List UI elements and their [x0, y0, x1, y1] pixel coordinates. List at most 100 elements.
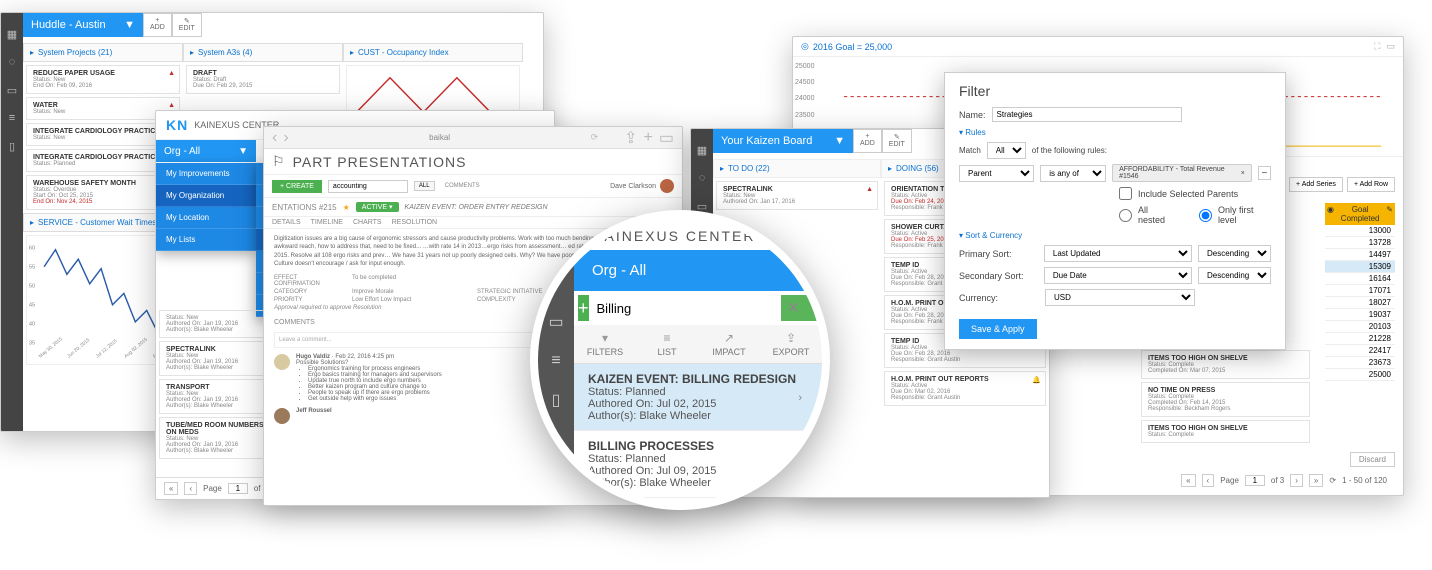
share-icon[interactable]: ⇪ — [624, 128, 637, 148]
data-cell[interactable]: 15309 — [1325, 261, 1395, 273]
nav-grid-icon[interactable]: ▦ — [695, 143, 709, 157]
nav-back-icon[interactable]: ‹ — [272, 129, 277, 147]
add-row-button[interactable]: + Add Row — [1347, 177, 1395, 192]
org-dropdown[interactable]: Org - All▼ — [156, 140, 256, 162]
nav-doc-icon[interactable]: ▯ — [5, 139, 19, 153]
add-button[interactable]: + — [578, 295, 589, 321]
nav-list-icon[interactable]: ≡ — [551, 352, 560, 370]
save-apply-button[interactable]: Save & Apply — [959, 319, 1037, 339]
reload-icon[interactable]: ⟳ — [591, 132, 599, 143]
add-button[interactable]: +ADD — [143, 13, 172, 37]
pager-last[interactable]: » — [1309, 474, 1323, 487]
refresh-icon[interactable]: ⟳ — [1329, 476, 1336, 485]
data-cell[interactable]: 22417 — [1325, 345, 1395, 357]
menu-item[interactable]: My Location — [156, 207, 256, 229]
pager-prev[interactable]: ‹ — [1202, 474, 1215, 487]
add-series-button[interactable]: + Add Series — [1289, 177, 1343, 192]
pager-first[interactable]: « — [1181, 474, 1195, 487]
nav-bulb-icon[interactable]: ◌ — [551, 274, 561, 292]
tab-list[interactable]: ≡LIST — [636, 325, 698, 363]
expand-icon[interactable]: ⛶ — [1374, 41, 1380, 52]
goal-item[interactable]: ITEMS TOO HIGH ON SHELVEStatus: Complete — [1141, 420, 1310, 443]
list-item[interactable]: BILLING PROCESSES Status: Planned Author… — [574, 431, 822, 498]
tab-filters[interactable]: ▾FILTERS — [574, 325, 636, 363]
primary-dir-select[interactable]: Descending — [1198, 245, 1271, 262]
nav-grid-icon[interactable]: ▦ — [5, 27, 19, 41]
project-card[interactable]: DRAFTStatus: DraftDue On: Feb 29, 2015 — [186, 65, 340, 94]
create-button[interactable]: + CREATE — [272, 180, 322, 193]
radio-all-nested[interactable] — [1119, 209, 1132, 222]
star-icon[interactable]: ★ — [343, 203, 350, 212]
data-cell[interactable]: 14497 — [1325, 249, 1395, 261]
add-tab-icon[interactable]: + — [644, 129, 653, 147]
status-pill[interactable]: ACTIVE ▾ — [356, 202, 399, 212]
remove-rule-button[interactable]: − — [1258, 166, 1271, 180]
rule-subject-select[interactable]: Parent — [959, 165, 1034, 182]
nav-folder-icon[interactable]: ▭ — [5, 83, 19, 97]
goal-item[interactable]: ITEMS TOO HIGH ON SHELVEStatus: Complete… — [1141, 350, 1310, 379]
nav-doc-icon[interactable]: ▯ — [552, 390, 561, 410]
kanban-card[interactable]: ▲SPECTRALINKStatus: NewAuthored On: Jan … — [716, 181, 878, 210]
data-cell[interactable]: 17071 — [1325, 285, 1395, 297]
data-cell[interactable]: 20103 — [1325, 321, 1395, 333]
section-header[interactable]: ▸ CUST - Occupancy Index — [343, 43, 523, 62]
secondary-dir-select[interactable]: Descending — [1198, 267, 1271, 284]
nav-list-icon[interactable]: ≡ — [5, 111, 19, 125]
board-title-dropdown[interactable]: Your Kaizen Board▼ — [713, 129, 853, 153]
subtab[interactable]: TIMELINE — [311, 219, 343, 226]
tab[interactable]: ALL — [414, 181, 435, 191]
data-cell[interactable]: 16164 — [1325, 273, 1395, 285]
secondary-sort-select[interactable]: Due Date — [1044, 267, 1192, 284]
clear-icon[interactable]: ✕ — [781, 298, 806, 318]
menu-item[interactable]: My Lists — [156, 229, 256, 251]
primary-sort-select[interactable]: Last Updated — [1044, 245, 1192, 262]
subtab[interactable]: DETAILS — [272, 219, 301, 226]
close-icon[interactable]: ▭ — [1386, 41, 1395, 52]
pager-input[interactable] — [1245, 475, 1265, 486]
search-input[interactable] — [328, 180, 408, 193]
rule-op-select[interactable]: is any of — [1040, 165, 1106, 182]
edit-icon[interactable]: ✎ — [1386, 205, 1393, 223]
include-parents-checkbox[interactable] — [1119, 187, 1132, 200]
project-card[interactable]: ▲REDUCE PAPER USAGEStatus: NewEnd On: Fe… — [26, 65, 180, 94]
data-cell[interactable]: 23673 — [1325, 357, 1395, 369]
discard-button[interactable]: Discard — [1350, 452, 1395, 467]
match-select[interactable]: All — [987, 142, 1026, 159]
tab[interactable]: COMMENTS — [441, 182, 484, 190]
subtab[interactable]: CHARTS — [353, 219, 382, 226]
edit-button[interactable]: ✎EDIT — [172, 13, 202, 37]
add-button[interactable]: +ADD — [853, 129, 882, 153]
tab-impact[interactable]: ↗IMPACT — [698, 325, 760, 363]
section-header[interactable]: ▸ System A3s (4) — [183, 43, 343, 62]
menu-item[interactable]: My Improvements — [156, 163, 256, 185]
data-cell[interactable]: 18027 — [1325, 297, 1395, 309]
goal-item[interactable]: NO TIME ON PRESSStatus: CompleteComplete… — [1141, 382, 1310, 417]
kanban-card[interactable]: 🔔H.O.M. PRINT OUT REPORTSStatus: ActiveD… — [884, 371, 1046, 406]
section-header[interactable]: ▸ System Projects (21) — [23, 43, 183, 62]
tabs-icon[interactable]: ▭ — [659, 128, 674, 148]
menu-item[interactable]: My Organization — [156, 185, 256, 207]
data-cell[interactable]: 21228 — [1325, 333, 1395, 345]
nav-fwd-icon[interactable]: › — [283, 129, 288, 147]
tab-export[interactable]: ⇪EXPORT — [760, 325, 822, 363]
edit-button[interactable]: ✎EDIT — [882, 129, 912, 153]
pager-prev[interactable]: ‹ — [184, 482, 197, 495]
nav-bulb-icon[interactable]: ◌ — [5, 55, 19, 69]
currency-select[interactable]: USD — [1045, 289, 1195, 306]
column-header[interactable]: ▸ TO DO (22) — [713, 159, 881, 178]
list-item[interactable]: KAIZEN EVENT: BILLING REDESIGN Status: P… — [574, 364, 822, 431]
nav-bulb-icon[interactable]: ◌ — [695, 171, 709, 185]
pager-first[interactable]: « — [164, 482, 178, 495]
org-dropdown[interactable]: Org - All▼ — [574, 250, 822, 291]
nav-folder-icon[interactable]: ▭ — [548, 312, 563, 332]
data-cell[interactable]: 13000 — [1325, 225, 1395, 237]
data-cell[interactable]: 19037 — [1325, 309, 1395, 321]
board-title-dropdown[interactable]: Huddle - Austin ▼ — [23, 13, 143, 37]
data-cell[interactable]: 25000 — [1325, 369, 1395, 381]
rule-value-tag[interactable]: AFFORDABILITY - Total Revenue #1546× — [1112, 164, 1252, 182]
radio-first-level[interactable] — [1199, 209, 1212, 222]
pager-input[interactable] — [228, 483, 248, 494]
subtab[interactable]: RESOLUTION — [392, 219, 438, 226]
close-icon[interactable]: × — [1241, 170, 1245, 177]
filter-name-input[interactable] — [992, 107, 1182, 122]
